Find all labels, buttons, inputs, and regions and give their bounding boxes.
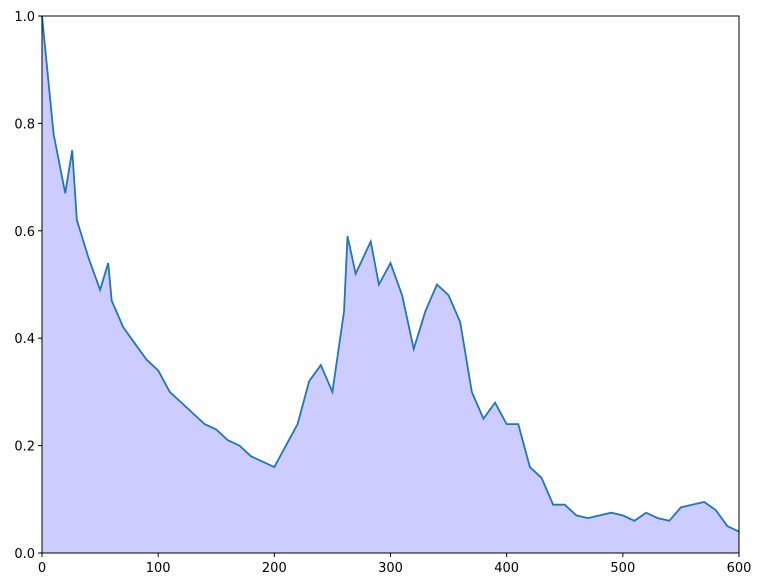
y-tick-label: 0.4 [14, 332, 35, 347]
x-tick-label: 100 [146, 561, 171, 576]
x-tick-label: 300 [378, 561, 403, 576]
y-tick-label: 1.0 [14, 10, 35, 25]
y-tick-label: 0.0 [14, 547, 35, 562]
x-tick-label: 600 [727, 561, 752, 576]
y-tick-label: 0.8 [14, 117, 35, 132]
y-tick-label: 0.6 [14, 225, 35, 240]
x-tick-label: 400 [494, 561, 519, 576]
x-tick-label: 500 [610, 561, 635, 576]
y-tick-label: 0.2 [14, 440, 35, 455]
x-tick-label: 200 [262, 561, 287, 576]
line [41, 15, 740, 533]
x-tick-label: 0 [38, 561, 46, 576]
area [42, 16, 739, 553]
